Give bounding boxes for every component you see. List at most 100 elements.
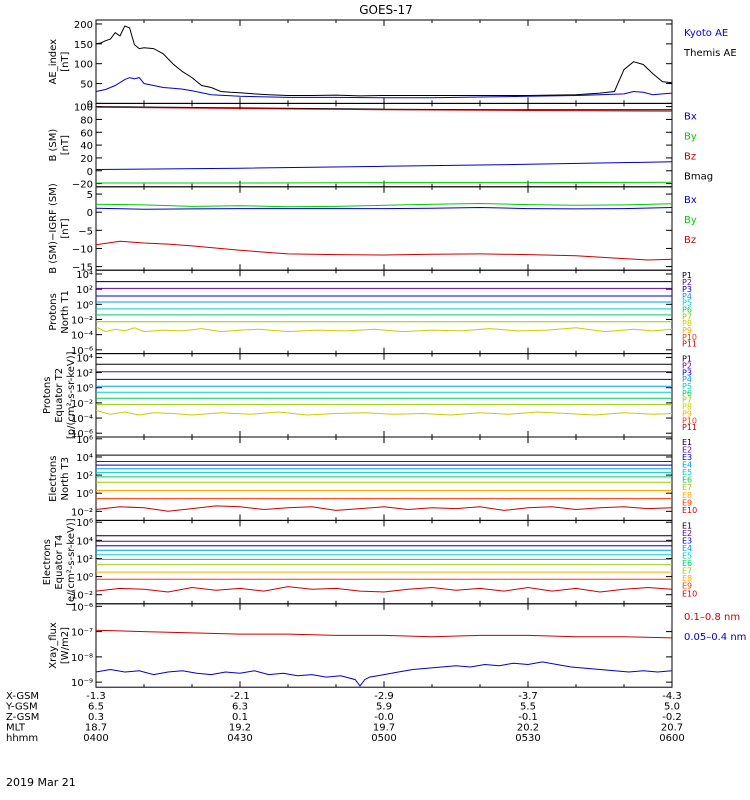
ephemeris-value: 0400 — [83, 733, 108, 744]
y-tick-label: 10⁰ — [76, 300, 93, 311]
y-tick-label: 60 — [80, 128, 93, 139]
panel-frame — [95, 102, 673, 188]
ephemeris-value: 20.2 — [517, 723, 539, 734]
y-axis-label: North T1 — [60, 290, 71, 334]
legend-entry: 0.1–0.8 nm — [684, 612, 740, 623]
ephemeris-value: 0530 — [515, 733, 540, 744]
y-tick-label: 10⁴ — [76, 453, 93, 464]
series-line-Bx — [95, 206, 673, 210]
legend-entry: Kyoto AE — [684, 28, 728, 39]
y-axis-label: Electrons — [48, 456, 59, 502]
legend-entry: P11 — [682, 423, 697, 432]
y-tick-label: 10⁻⁴ — [71, 331, 93, 342]
ephemeris-value: -4.3 — [662, 691, 682, 702]
legend-entry: P10 — [682, 416, 697, 425]
legend-entry: E2 — [682, 529, 692, 538]
y-tick-label: 50 — [80, 80, 93, 91]
legend-entry: P8 — [682, 403, 692, 412]
ephemeris-value: -1.3 — [86, 691, 106, 702]
y-axis-label: Equator T4 — [54, 535, 65, 590]
y-axis-label: Electrons — [42, 539, 53, 585]
y-tick-label: 10⁰ — [76, 489, 93, 500]
ephemeris-value: 0500 — [371, 733, 396, 744]
legend-entry: E10 — [682, 589, 697, 598]
legend-entry: E9 — [682, 498, 692, 507]
panel-pnt1: 10⁻⁶ 10⁻⁴ 10⁻² 10⁰ 10² 10⁴ Protons North T1 P1P2… — [48, 269, 697, 357]
y-tick-label: 150 — [74, 40, 93, 51]
y-axis-label: Protons — [48, 293, 59, 330]
y-tick-label: 10⁻⁷ — [71, 628, 93, 639]
legend-entry: E1 — [682, 521, 692, 530]
ephemeris-value: -2.9 — [374, 691, 394, 702]
y-tick-label: 80 — [80, 115, 93, 126]
y-tick-label: 10⁴ — [76, 536, 93, 547]
legend-entry: E6 — [682, 476, 692, 485]
y-tick-label: 10⁻⁶ — [71, 602, 93, 613]
panel-eet4: 10⁻² 10⁰ 10² 10⁴ 10⁶ Electrons Equator T4 [e/(c… — [42, 518, 697, 606]
panel-frame — [95, 186, 673, 271]
ephemeris-value: -0.2 — [662, 712, 682, 723]
series-line-Themis-AE — [95, 25, 673, 97]
ephemeris-value: 6.3 — [232, 702, 248, 713]
y-tick-label: 10⁻⁹ — [71, 678, 93, 689]
series-line-By — [96, 181, 673, 184]
legend-entry: P6 — [682, 389, 692, 398]
y-tick-label: 200 — [74, 20, 93, 31]
y-tick-label: −15 — [72, 263, 93, 274]
y-tick-label: 10⁴ — [76, 270, 93, 281]
y-tick-label: 10⁻⁸ — [71, 653, 93, 664]
panel-bigrf: −15 −10 −5 0 5 B (SM)−IGRF (SM) [nT] Bx By Bz — [48, 183, 697, 274]
y-tick-label: 10⁻² — [71, 315, 93, 326]
series-line-Kyoto-AE — [95, 77, 673, 99]
series-line-Bz — [95, 240, 673, 261]
y-tick-label: 0 — [87, 167, 93, 178]
legend-entry: Bx — [684, 111, 697, 122]
ephemeris-value: 19.2 — [229, 723, 251, 734]
legend-entry: E7 — [682, 567, 692, 576]
legend-entry: Bz — [684, 235, 696, 246]
legend-entry: Bmag — [684, 171, 713, 182]
y-tick-label: 0 — [87, 99, 93, 110]
legend-entry: E8 — [682, 574, 692, 583]
y-axis-label: [e/(cm²-s-sr-keV)] — [66, 518, 77, 606]
y-tick-label: 10² — [76, 471, 93, 482]
panel-ae: 0 50 100 150 200 AE_index [nT] Kyoto AE Themis A… — [48, 19, 737, 110]
y-tick-label: 10⁰ — [76, 573, 93, 584]
ephemeris-label: X-GSM — [6, 691, 39, 702]
y-tick-label: 10⁻⁶ — [71, 429, 93, 440]
legend-entry: P4 — [682, 292, 692, 301]
legend-entry: P7 — [682, 396, 692, 405]
series-line-E10 — [95, 586, 673, 593]
ephemeris-value: 0.3 — [88, 712, 104, 723]
legend-entry: P4 — [682, 375, 692, 384]
y-tick-label: 10² — [76, 369, 93, 380]
series-line-0-05-0-4-nm — [95, 661, 673, 687]
legend-entry: Bx — [684, 195, 697, 206]
panel-frame — [95, 269, 673, 355]
legend-entry: E3 — [682, 453, 692, 462]
panel-pet2: 10⁻⁶ 10⁻⁴ 10⁻² 10⁰ 10² 10⁴ Protons Equator T2 [p… — [42, 351, 697, 440]
y-axis-label: [nT] — [60, 51, 71, 71]
panel-frame — [95, 519, 673, 605]
series-line-P8 — [95, 410, 673, 416]
ephemeris-value: 5.9 — [376, 702, 392, 713]
legend-entry: P3 — [682, 285, 692, 294]
legend-entry: E1 — [682, 438, 692, 447]
legend-entry: E6 — [682, 559, 692, 568]
legend-entry: E5 — [682, 468, 692, 477]
ephemeris-value: 19.7 — [373, 723, 395, 734]
legend-entry: P10 — [682, 333, 697, 342]
legend-entry: P6 — [682, 305, 692, 314]
legend-entry: Bz — [684, 151, 696, 162]
y-tick-label: −10 — [72, 244, 93, 255]
y-tick-label: 10² — [76, 554, 93, 565]
legend-entry: E3 — [682, 536, 692, 545]
legend-entry: P8 — [682, 319, 692, 328]
y-axis-label: North T3 — [60, 457, 71, 501]
legend-entry: E5 — [682, 552, 692, 561]
ephemeris-label: hhmm — [6, 733, 38, 744]
chart-title: GOES-17 — [359, 3, 413, 17]
series-line-Bx — [95, 161, 673, 170]
